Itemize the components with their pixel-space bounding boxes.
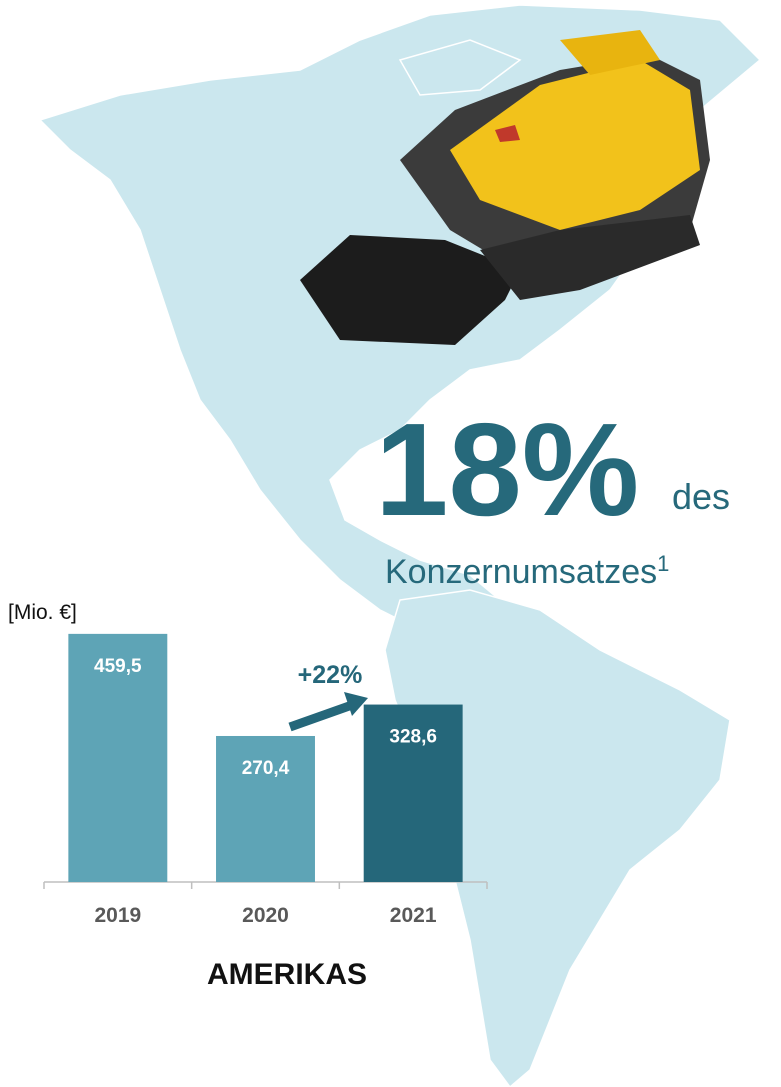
unit-label: [Mio. €]	[8, 601, 77, 624]
bar	[68, 633, 168, 882]
x-tick-label: 2021	[390, 904, 437, 927]
x-tick-label: 2019	[94, 904, 141, 927]
growth-annotation: +22%	[298, 661, 363, 689]
x-tick-label: 2020	[242, 904, 289, 927]
bar	[216, 735, 315, 882]
footnote: 1	[657, 551, 669, 576]
plot: 2019 459,5 2020 270,4 2021 328,6	[43, 633, 488, 927]
headline-value: 18%	[375, 396, 639, 543]
headline-text: des	[672, 476, 730, 517]
chart-title: AMERIKAS	[207, 958, 367, 991]
growth-arrow	[288, 692, 368, 732]
subtext: Konzernumsatzes	[385, 553, 657, 591]
value-label: 459,5	[94, 656, 142, 677]
value-label: 328,6	[389, 727, 437, 748]
bar	[363, 704, 463, 882]
machine-image	[300, 30, 710, 345]
value-label: 270,4	[242, 758, 290, 779]
headline-subtext: Konzernumsatzes1	[385, 551, 669, 591]
